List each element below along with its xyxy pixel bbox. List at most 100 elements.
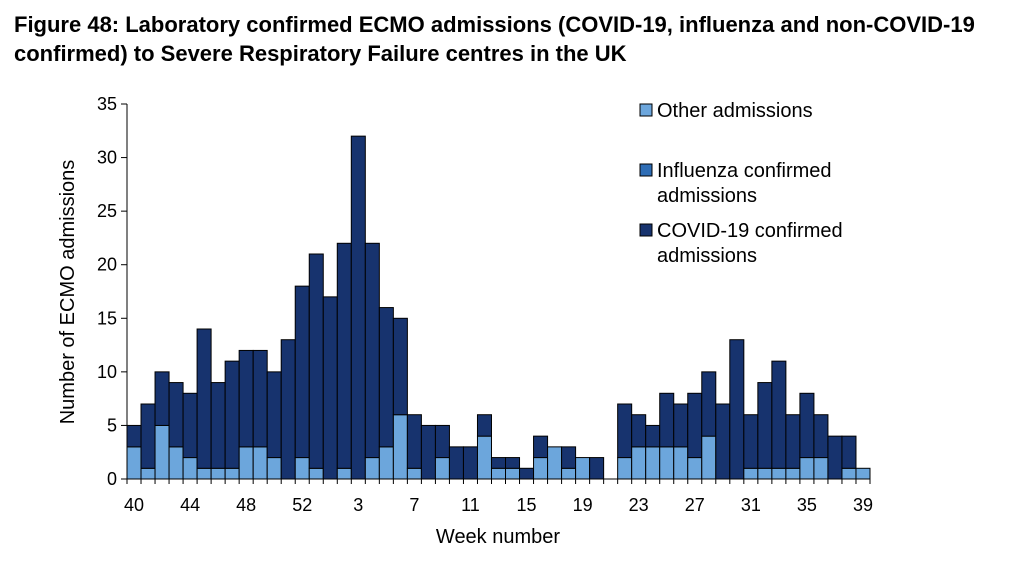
- bar-other-week-16: [533, 457, 549, 480]
- bar-covid-week-8: [420, 424, 436, 480]
- x-tick-label-39: 39: [853, 495, 873, 515]
- bar-covid-week-29: [715, 403, 731, 480]
- x-tick-label-31: 31: [741, 495, 761, 515]
- bar-other-week-6: [392, 414, 408, 480]
- bar-other-week-19: [575, 457, 591, 480]
- bar-covid-week-7: [406, 414, 422, 469]
- legend-label-1-0: Influenza confirmed: [657, 160, 832, 182]
- legend-label-2-1: admissions: [657, 245, 757, 267]
- bar-covid-week-20: [589, 457, 605, 480]
- bar-covid-week-30: [729, 339, 745, 480]
- legend-label-0-0: Other admissions: [657, 100, 813, 122]
- legend-label-2-0: COVID-19 confirmed: [657, 220, 843, 242]
- y-tick-label-20: 20: [97, 255, 117, 275]
- bar-other-week-22: [617, 457, 633, 480]
- bar-other-week-32: [757, 467, 773, 480]
- x-tick-label-40: 40: [124, 495, 144, 515]
- bar-other-week-47: [224, 467, 240, 480]
- bar-other-week-41: [140, 467, 156, 480]
- x-tick-label-27: 27: [685, 495, 705, 515]
- bar-covid-week-2: [336, 242, 352, 469]
- bar-covid-week-9: [434, 424, 450, 459]
- bar-covid-week-49: [252, 349, 268, 448]
- bar-other-week-9: [434, 457, 450, 480]
- bar-other-week-43: [168, 446, 184, 480]
- bar-covid-week-36: [813, 414, 829, 459]
- bar-other-week-7: [406, 467, 422, 480]
- y-tick-label-0: 0: [107, 469, 117, 489]
- legend-label-1-1: admissions: [657, 185, 757, 207]
- bar-other-week-36: [813, 457, 829, 480]
- bar-covid-week-12: [476, 414, 492, 437]
- bar-covid-week-42: [154, 371, 170, 426]
- x-axis-title: Week number: [436, 526, 560, 548]
- bar-covid-week-41: [140, 403, 156, 469]
- chart-title: Figure 48: Laboratory confirmed ECMO adm…: [14, 12, 975, 66]
- bar-covid-week-6: [392, 317, 408, 416]
- bar-covid-week-25: [659, 392, 675, 448]
- bar-covid-week-3: [350, 135, 366, 480]
- bar-covid-week-44: [182, 392, 198, 459]
- bar-other-week-49: [252, 446, 268, 480]
- bar-other-week-45: [196, 467, 212, 480]
- bar-covid-week-26: [673, 403, 689, 448]
- bar-other-week-39: [855, 467, 871, 480]
- bar-covid-week-31: [743, 414, 759, 469]
- bar-covid-week-52: [294, 285, 310, 459]
- bar-other-week-46: [210, 467, 226, 480]
- bar-other-week-12: [476, 435, 492, 480]
- y-axis-title: Number of ECMO admissions: [57, 160, 79, 425]
- bar-other-week-28: [701, 435, 717, 480]
- bar-covid-week-46: [210, 382, 226, 469]
- bar-other-week-44: [182, 457, 198, 480]
- bar-covid-week-27: [687, 392, 703, 459]
- bar-covid-week-38: [841, 435, 857, 469]
- bar-covid-week-4: [364, 242, 380, 459]
- axes-layer: 0 5 10 15 20 25 30 35 40 44 48 52 3 7 11 15 19 23 27 31 35 39: [97, 94, 873, 515]
- bar-covid-week-48: [238, 349, 254, 448]
- bar-other-week-18: [561, 467, 577, 480]
- y-tick-label-5: 5: [107, 415, 117, 435]
- bar-covid-week-37: [827, 435, 843, 480]
- bar-covid-week-28: [701, 371, 717, 437]
- bar-covid-week-35: [799, 392, 815, 459]
- legend-swatch-2: [639, 223, 653, 237]
- legend-swatch-0: [639, 103, 653, 117]
- bar-covid-week-1: [322, 296, 338, 480]
- bar-other-week-27: [687, 457, 703, 480]
- bar-other-week-50: [266, 457, 282, 480]
- bar-other-week-24: [645, 446, 661, 480]
- bar-other-week-14: [505, 467, 521, 480]
- bar-other-week-38: [841, 467, 857, 480]
- bar-covid-week-51: [280, 339, 296, 480]
- y-tick-label-30: 30: [97, 148, 117, 168]
- x-tick-label-52: 52: [292, 495, 312, 515]
- y-tick-label-25: 25: [97, 201, 117, 221]
- bar-covid-week-16: [533, 435, 549, 459]
- bar-covid-week-11: [462, 446, 478, 480]
- x-tick-label-7: 7: [409, 495, 419, 515]
- x-tick-label-35: 35: [797, 495, 817, 515]
- bar-covid-week-13: [490, 457, 507, 469]
- bar-covid-week-23: [631, 414, 647, 448]
- bar-other-week-35: [799, 457, 815, 480]
- x-tick-label-11: 11: [461, 495, 480, 515]
- bar-covid-week-14: [505, 457, 521, 469]
- bar-covid-week-32: [757, 382, 773, 469]
- bars-layer: [126, 135, 871, 480]
- bar-other-week-4: [364, 457, 380, 480]
- bar-other-week-26: [673, 446, 689, 480]
- bar-covid-week-45: [196, 328, 212, 469]
- bar-other-week-52: [294, 457, 310, 480]
- x-tick-label-15: 15: [517, 495, 537, 515]
- x-tick-label-44: 44: [180, 495, 200, 515]
- bar-covid-week-50: [266, 371, 282, 459]
- x-tick-label-19: 19: [573, 495, 593, 515]
- bar-covid-week-22: [617, 403, 633, 459]
- bar-other-week-42: [154, 424, 170, 480]
- bar-other-week-53: [308, 467, 324, 480]
- bar-other-week-33: [771, 467, 787, 480]
- y-tick-label-35: 35: [97, 94, 117, 114]
- bar-covid-week-18: [561, 446, 577, 469]
